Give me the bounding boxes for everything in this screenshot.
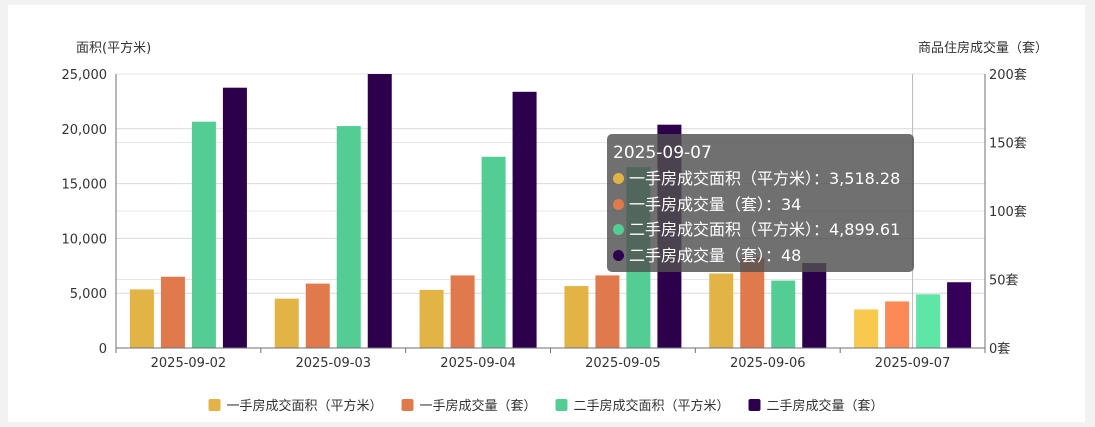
bar[interactable] xyxy=(129,289,154,348)
tooltip-dot-icon xyxy=(613,173,624,184)
legend-item[interactable]: 二手房成交量（套） xyxy=(748,398,884,414)
y-left-tick-label: 20,000 xyxy=(62,123,108,138)
bar[interactable] xyxy=(336,126,361,348)
legend-label: 二手房成交量（套） xyxy=(767,398,884,414)
bar[interactable] xyxy=(222,87,247,348)
y-axis-left-title: 面积(平方米) xyxy=(76,40,151,56)
tooltip-dot-icon xyxy=(613,198,624,210)
y-right-tick-label: 200套 xyxy=(989,67,1027,83)
x-tick-label: 2025-09-06 xyxy=(730,356,806,371)
legend-item[interactable]: 一手房成交面积（平方米） xyxy=(208,398,383,414)
bar[interactable] xyxy=(740,257,765,348)
tooltip: 2025-09-07 一手房成交面积（平方米）：3,518.28 一手房成交量（… xyxy=(607,134,914,272)
tooltip-dot-icon xyxy=(613,249,624,261)
bar[interactable] xyxy=(191,121,216,349)
tooltip-row-label: 二手房成交量（套）：48 xyxy=(629,245,802,265)
legend: 一手房成交面积（平方米） 一手房成交量（套） 二手房成交面积（平方米） 二手房成交量（… xyxy=(208,398,884,414)
bar[interactable] xyxy=(450,275,475,348)
y-right-tick-label: 150套 xyxy=(989,136,1027,152)
bar[interactable] xyxy=(564,286,589,348)
bar-chart: 0 5,000 10,000 15,000 20,000 25,000 0套 50套 100套 1… xyxy=(62,40,1049,414)
y-left-tick-label: 10,000 xyxy=(62,232,108,247)
bar[interactable] xyxy=(274,298,299,348)
x-tick-label: 2025-09-04 xyxy=(440,356,516,371)
tooltip-row: 一手房成交面积（平方米）：3,518.28 xyxy=(613,166,908,192)
legend-item[interactable]: 一手房成交量（套） xyxy=(401,398,537,414)
bar[interactable] xyxy=(481,156,506,348)
bar[interactable] xyxy=(885,301,910,348)
bar[interactable] xyxy=(947,282,972,348)
legend-label: 一手房成交面积（平方米） xyxy=(227,398,383,414)
x-tick-label: 2025-09-07 xyxy=(875,356,951,371)
legend-swatch xyxy=(748,399,761,411)
bar[interactable] xyxy=(160,276,185,348)
tooltip-row: 二手房成交量（套）：48 xyxy=(613,243,908,269)
y-left-tick-label: 0 xyxy=(99,342,107,357)
tooltip-row-label: 一手房成交面积（平方米）：3,518.28 xyxy=(629,169,901,188)
tooltip-row: 一手房成交量（套）：34 xyxy=(613,192,908,218)
y-right-tick-label: 100套 xyxy=(989,204,1027,220)
x-tick-label: 2025-09-03 xyxy=(295,356,371,371)
bar[interactable] xyxy=(916,294,941,348)
legend-item[interactable]: 二手房成交面积（平方米） xyxy=(555,398,730,414)
bar[interactable] xyxy=(512,91,537,348)
legend-swatch xyxy=(208,399,221,411)
legend-swatch xyxy=(401,399,414,411)
bar[interactable] xyxy=(854,309,879,348)
tooltip-row-label: 二手房成交面积（平方米）：4,899.61 xyxy=(629,220,901,239)
y-axis-right-title: 商品住房成交量（套） xyxy=(918,40,1048,56)
bar[interactable] xyxy=(367,74,392,348)
legend-swatch xyxy=(555,399,568,411)
tooltip-row: 二手房成交面积（平方米）：4,899.61 xyxy=(613,217,908,243)
y-right-tick-label: 0套 xyxy=(989,341,1010,357)
tooltip-dot-icon xyxy=(613,224,624,235)
bar[interactable] xyxy=(771,280,796,348)
bar[interactable] xyxy=(709,273,734,348)
bar[interactable] xyxy=(419,289,444,348)
grid-lines xyxy=(116,73,985,294)
tooltip-row-label: 一手房成交量（套）：34 xyxy=(629,194,802,214)
x-tick-label: 2025-09-05 xyxy=(585,356,661,371)
axes: 0 5,000 10,000 15,000 20,000 25,000 0套 50套 100套 1… xyxy=(62,67,1027,371)
tooltip-title: 2025-09-07 xyxy=(613,143,712,163)
chart-card: 0 5,000 10,000 15,000 20,000 25,000 0套 50套 100套 1… xyxy=(8,5,1085,422)
y-left-tick-label: 15,000 xyxy=(62,178,108,193)
legend-label: 二手房成交面积（平方米） xyxy=(574,398,730,414)
bar[interactable] xyxy=(802,263,827,348)
y-right-tick-label: 50套 xyxy=(989,273,1019,289)
y-left-tick-label: 5,000 xyxy=(70,287,107,302)
x-tick-label: 2025-09-02 xyxy=(151,356,227,371)
bar[interactable] xyxy=(305,283,330,348)
bar[interactable] xyxy=(595,275,620,348)
legend-label: 一手房成交量（套） xyxy=(420,398,537,414)
y-left-tick-label: 25,000 xyxy=(62,68,108,83)
